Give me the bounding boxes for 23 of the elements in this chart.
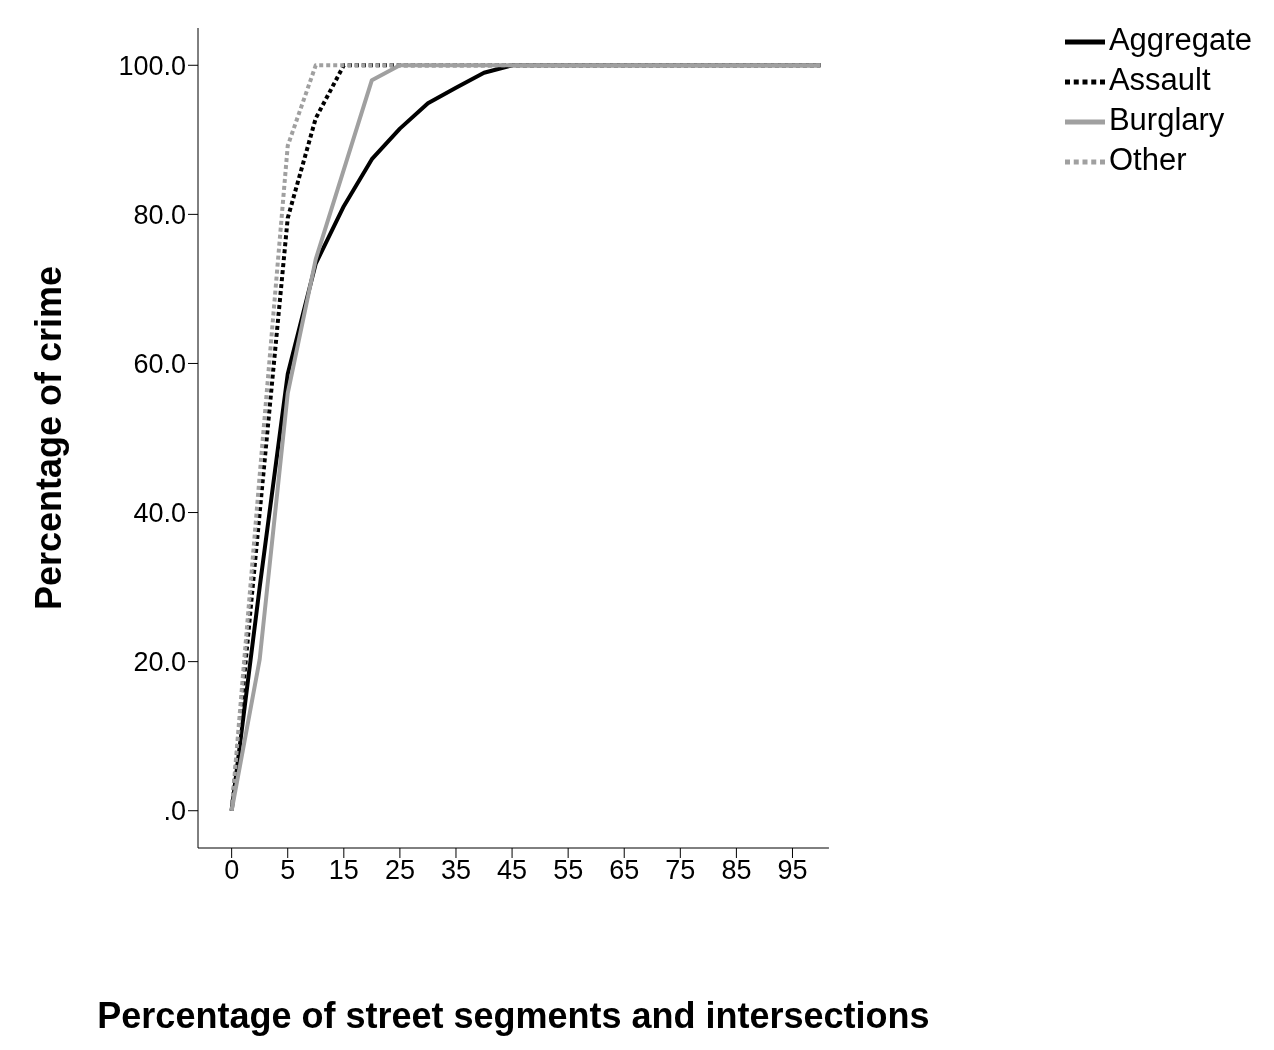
legend-label: Other bbox=[1108, 142, 1187, 178]
x-tick-label: 0 bbox=[224, 855, 240, 886]
y-tick-label: 40.0 bbox=[133, 498, 186, 529]
x-tick-label: 55 bbox=[553, 855, 584, 886]
x-tick-label: 45 bbox=[497, 855, 528, 886]
x-tick-label: 25 bbox=[384, 855, 415, 886]
x-tick-label: 35 bbox=[440, 855, 472, 886]
x-tick-label: 65 bbox=[609, 855, 640, 886]
x-tick-label: 95 bbox=[777, 855, 808, 886]
y-tick-label: 80.0 bbox=[133, 199, 186, 230]
x-axis-title: Percentage of street segments and intersections bbox=[97, 995, 930, 1036]
x-tick-label: 5 bbox=[280, 855, 296, 886]
x-tick-label: 85 bbox=[721, 855, 752, 886]
legend-label: Aggregate bbox=[1108, 22, 1252, 58]
y-tick-label: 20.0 bbox=[133, 647, 186, 678]
y-axis-title: Percentage of crime bbox=[27, 265, 69, 611]
x-tick-label: 75 bbox=[665, 855, 696, 886]
legend-label: Assault bbox=[1108, 62, 1211, 98]
y-tick-label: .0 bbox=[163, 796, 186, 827]
y-tick-label: 100.0 bbox=[118, 50, 186, 81]
legend-label: Burglary bbox=[1108, 102, 1225, 138]
y-tick-label: 60.0 bbox=[133, 349, 186, 380]
x-tick-label: 15 bbox=[328, 855, 359, 886]
